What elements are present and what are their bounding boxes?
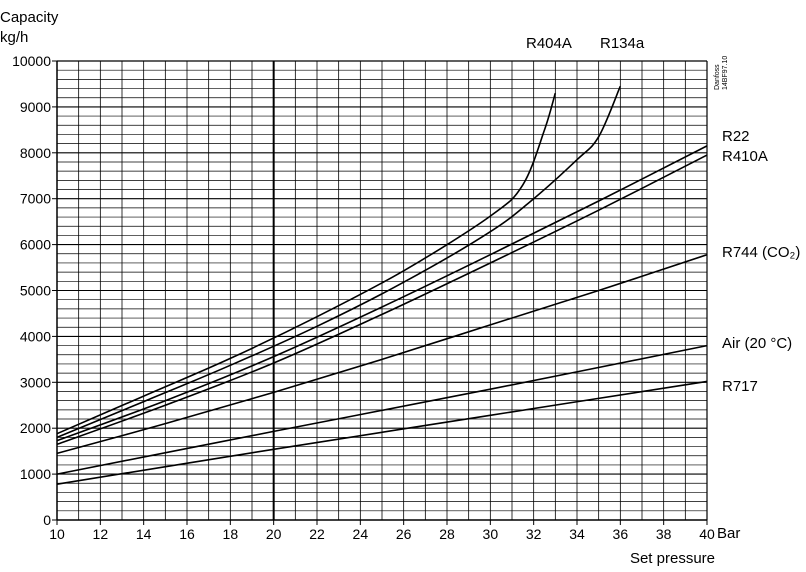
x-tick-label: 32: [526, 526, 542, 542]
x-axis-unit: Bar: [717, 525, 740, 542]
axes: 10 12 14 16 18 20 22 24 26 28 30 32 34 36 38 40 0 1000 200…: [12, 53, 715, 542]
x-tick-label: 18: [223, 526, 239, 542]
series-label-r22: R22: [722, 128, 750, 145]
x-tick-label: 24: [353, 526, 369, 542]
series-label-r404a: R404A: [526, 35, 572, 52]
series-label-r717: R717: [722, 378, 758, 395]
series-line-r717: [56, 380, 708, 485]
y-tick-label: 0: [43, 512, 51, 528]
x-tick-label: 22: [309, 526, 325, 542]
y-tick-label: 6000: [20, 237, 51, 253]
series-label-air-20-c: Air (20 °C): [722, 335, 792, 352]
y-axis-title-line2: kg/h: [0, 29, 28, 46]
chart-labels: R404A R134a R22 R410A R744 (CO₂) Air (20 °C) R…: [526, 35, 800, 395]
x-axis-title: Set pressure: [630, 550, 715, 567]
x-tick-label: 14: [136, 526, 152, 542]
series-label-r744-co: R744 (CO₂): [722, 244, 800, 261]
y-tick-label: 3000: [20, 374, 51, 390]
y-tick-label: 8000: [20, 145, 51, 161]
x-tick-label: 26: [396, 526, 412, 542]
x-tick-label: 34: [569, 526, 585, 542]
x-tick-label: 40: [699, 526, 715, 542]
y-tick-label: 1000: [20, 466, 51, 482]
series-line-air-20-c: [56, 344, 708, 475]
x-tick-label: 30: [483, 526, 499, 542]
series-line-r404a: [56, 92, 557, 435]
series-lines: [56, 85, 708, 485]
x-tick-label: 28: [439, 526, 455, 542]
figure-note: Danfoss 14BF97.10: [714, 56, 729, 90]
x-tick-label: 16: [179, 526, 195, 542]
series-label-r134a: R134a: [600, 35, 645, 52]
note-line1: Danfoss: [714, 64, 721, 90]
grid: [56, 60, 708, 521]
y-tick-label: 4000: [20, 328, 51, 344]
y-tick-label: 10000: [12, 53, 51, 69]
series-line-r134a: [56, 85, 622, 439]
y-tick-label: 2000: [20, 420, 51, 436]
series-line-r410a: [56, 154, 708, 446]
series-line-r744-co: [56, 253, 708, 455]
y-tick-label: 7000: [20, 191, 51, 207]
x-tick-label: 10: [49, 526, 65, 542]
y-tick-label: 9000: [20, 99, 51, 115]
x-tick-label: 12: [93, 526, 109, 542]
x-tick-label: 36: [613, 526, 629, 542]
series-label-r410a: R410A: [722, 148, 768, 165]
note-line2: 14BF97.10: [722, 56, 729, 90]
y-tick-label: 5000: [20, 283, 51, 299]
y-axis-title-line1: Capacity: [0, 9, 59, 26]
series-line-r22: [56, 145, 708, 442]
x-tick-label: 20: [266, 526, 282, 542]
x-tick-label: 38: [656, 526, 672, 542]
